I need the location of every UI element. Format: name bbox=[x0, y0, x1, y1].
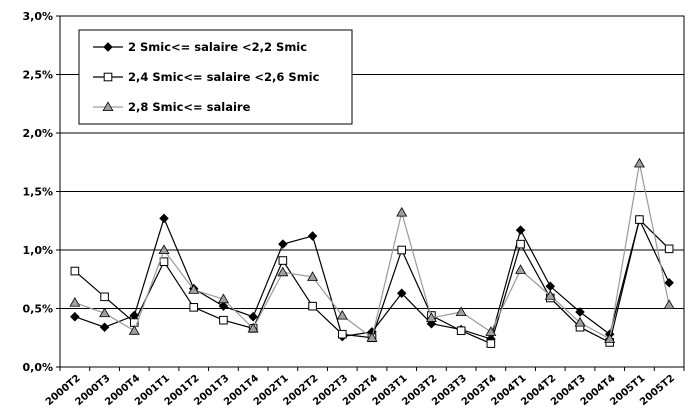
data-point bbox=[128, 325, 140, 335]
series-group bbox=[69, 157, 675, 348]
data-point bbox=[188, 284, 200, 294]
legend-item-3: 2,8 Smic<= salaire bbox=[93, 100, 251, 114]
data-point bbox=[486, 339, 496, 348]
y-axis-ticks: 0,0% 0,5% 1,0% 1,5% 2,0% 2,5% 3,0% bbox=[22, 10, 60, 374]
data-point bbox=[397, 245, 407, 255]
y-tick-label: 0,5% bbox=[22, 303, 53, 316]
y-tick-label: 2,5% bbox=[22, 69, 53, 82]
data-point bbox=[635, 215, 644, 224]
data-point bbox=[189, 303, 199, 312]
data-point bbox=[396, 288, 407, 299]
data-point bbox=[337, 329, 347, 339]
legend-label: 2,8 Smic<= salaire bbox=[128, 100, 251, 114]
series-3 bbox=[69, 157, 675, 343]
series-1 bbox=[70, 213, 674, 344]
data-point bbox=[218, 301, 229, 311]
data-point bbox=[100, 292, 109, 302]
data-point bbox=[396, 206, 408, 217]
legend-marker bbox=[102, 101, 114, 111]
data-point bbox=[664, 277, 674, 288]
legend-item-1: 2 Smic<= salaire <2,2 Smic bbox=[93, 40, 307, 54]
data-point bbox=[247, 322, 259, 333]
data-point bbox=[99, 322, 110, 332]
data-point bbox=[307, 271, 319, 281]
data-point bbox=[70, 266, 80, 276]
data-point bbox=[366, 332, 378, 342]
legend: 2 Smic<= salaire <2,2 Smic 2,4 Smic<= sal… bbox=[78, 29, 353, 125]
data-point bbox=[574, 316, 586, 327]
data-point bbox=[69, 297, 81, 307]
data-point bbox=[159, 213, 169, 224]
data-point bbox=[456, 326, 466, 336]
y-tick-label: 2,0% bbox=[22, 127, 53, 140]
data-point bbox=[99, 307, 111, 318]
data-point bbox=[664, 244, 674, 254]
data-point bbox=[336, 309, 348, 320]
data-point bbox=[278, 256, 288, 265]
data-point bbox=[515, 264, 527, 274]
legend-label: 2,4 Smic<= salaire <2,6 Smic bbox=[128, 70, 320, 84]
data-point bbox=[307, 231, 318, 241]
y-tick-label: 3,0% bbox=[22, 10, 53, 23]
data-point bbox=[633, 157, 645, 168]
legend-box bbox=[78, 29, 353, 125]
data-point bbox=[575, 307, 585, 317]
y-tick-label: 0,0% bbox=[22, 361, 53, 374]
y-tick-label: 1,5% bbox=[22, 186, 53, 199]
x-axis-ticks: 2000T22000T32000T42001T12001T22001T32001… bbox=[44, 367, 685, 408]
data-point bbox=[544, 290, 556, 300]
legend-marker bbox=[103, 72, 113, 82]
data-point bbox=[278, 239, 288, 249]
data-point bbox=[158, 244, 170, 255]
legend-item-2: 2,4 Smic<= salaire <2,6 Smic bbox=[93, 70, 320, 84]
data-point bbox=[159, 257, 169, 266]
data-point bbox=[515, 225, 526, 235]
y-tick-label: 1,0% bbox=[22, 244, 53, 257]
data-point bbox=[663, 299, 675, 309]
data-point bbox=[248, 311, 258, 322]
data-point bbox=[219, 315, 228, 325]
data-point bbox=[308, 301, 317, 311]
legend-marker bbox=[103, 42, 113, 52]
legend-label: 2 Smic<= salaire <2,2 Smic bbox=[128, 40, 307, 54]
data-point bbox=[485, 326, 497, 336]
data-point bbox=[425, 312, 437, 322]
data-point bbox=[70, 311, 80, 322]
data-point bbox=[217, 293, 229, 304]
data-point bbox=[455, 306, 467, 317]
data-point bbox=[604, 333, 616, 343]
data-point bbox=[516, 239, 525, 249]
data-point bbox=[277, 266, 289, 277]
